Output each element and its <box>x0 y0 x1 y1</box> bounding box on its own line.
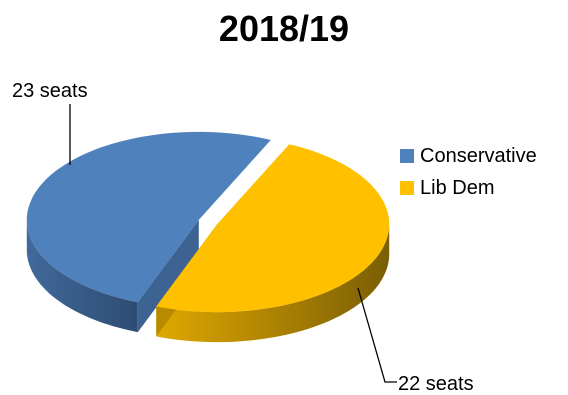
legend: Conservative Lib Dem <box>400 140 537 204</box>
data-label-conservative: 23 seats <box>12 80 88 102</box>
pie-slice-side-lib-dem <box>156 225 390 343</box>
pie-slice-lib-dem <box>156 144 390 343</box>
legend-swatch-conservative <box>400 149 414 163</box>
legend-swatch-lib-dem <box>400 181 414 195</box>
legend-label-conservative: Conservative <box>420 144 537 167</box>
pie-slice-conservative <box>26 131 271 333</box>
chart-title: 2018/19 <box>218 8 350 49</box>
legend-item-lib-dem: Lib Dem <box>400 172 537 204</box>
pie-slice-cut-conservative <box>137 219 199 333</box>
pie-slice-side-conservative <box>26 220 138 333</box>
legend-label-lib-dem: Lib Dem <box>420 176 495 199</box>
leader-line-lib-dem <box>357 287 397 383</box>
data-label-lib-dem: 22 seats <box>398 373 474 395</box>
pie-slice-top-conservative <box>26 131 271 303</box>
pie-slice-top-lib-dem <box>156 144 390 313</box>
legend-item-conservative: Conservative <box>400 140 537 172</box>
